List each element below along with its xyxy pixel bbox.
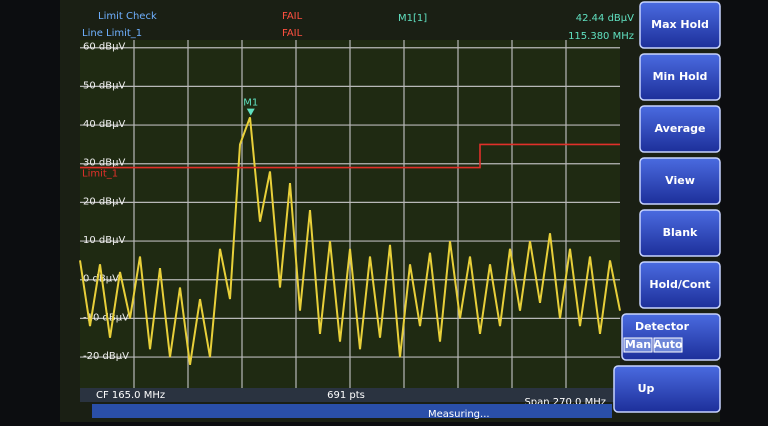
- limit-check: Limit Check: [98, 11, 157, 22]
- y-tick-label: 50 dBµV: [83, 80, 125, 91]
- y-tick-label: -10 dBµV: [83, 312, 129, 323]
- detector-option[interactable]: [623, 337, 653, 353]
- span: Span 270.0 MHz: [524, 397, 606, 408]
- softkey[interactable]: [613, 365, 721, 413]
- softkey-label[interactable]: View: [665, 174, 695, 187]
- line-limit-result: FAIL: [282, 28, 303, 39]
- detector-option-label[interactable]: Auto: [653, 338, 683, 351]
- softkey-label[interactable]: Max Hold: [651, 18, 709, 31]
- footer-bar: [80, 388, 630, 402]
- points: 691 pts: [327, 390, 365, 401]
- marker-freq: 115.380 MHz: [568, 31, 634, 42]
- marker: [246, 108, 255, 116]
- center-freq: CF 165.0 MHz: [96, 390, 165, 401]
- status: Measuring...: [428, 409, 490, 420]
- detector-option-label[interactable]: Man: [625, 338, 651, 351]
- y-tick-label: 40 dBµV: [83, 119, 125, 130]
- softkey[interactable]: [639, 53, 721, 101]
- softkey[interactable]: [639, 261, 721, 309]
- y-tick-label: 30 dBµV: [83, 158, 125, 169]
- line-limit: Line Limit_1: [82, 28, 142, 39]
- marker-label: M1: [243, 98, 258, 109]
- softkey[interactable]: [639, 105, 721, 153]
- marker-level: 42.44 dBµV: [576, 13, 634, 24]
- softkey[interactable]: [639, 157, 721, 205]
- softkey-label[interactable]: Average: [655, 122, 706, 135]
- softkey-label[interactable]: Hold/Cont: [649, 278, 710, 291]
- softkey[interactable]: [639, 209, 721, 257]
- limit-label: Limit_1: [82, 169, 118, 180]
- up-label[interactable]: Up: [638, 382, 655, 395]
- detector-option[interactable]: [653, 337, 683, 353]
- y-tick-label: -20 dBµV: [83, 351, 129, 362]
- y-tick-label: 60 dBµV: [83, 42, 125, 53]
- limit-line: [80, 143, 620, 169]
- marker-name: M1[1]: [398, 13, 427, 24]
- trace: [79, 116, 621, 365]
- softkey[interactable]: [639, 1, 721, 49]
- softkey-label[interactable]: Blank: [663, 226, 698, 239]
- status-bar: [92, 404, 612, 418]
- softkey-label[interactable]: Min Hold: [653, 70, 708, 83]
- y-tick-label: 10 dBµV: [83, 235, 125, 246]
- detector-label[interactable]: Detector: [635, 320, 690, 333]
- limit-result: FAIL: [282, 11, 303, 22]
- y-tick-label: 20 dBµV: [83, 196, 125, 207]
